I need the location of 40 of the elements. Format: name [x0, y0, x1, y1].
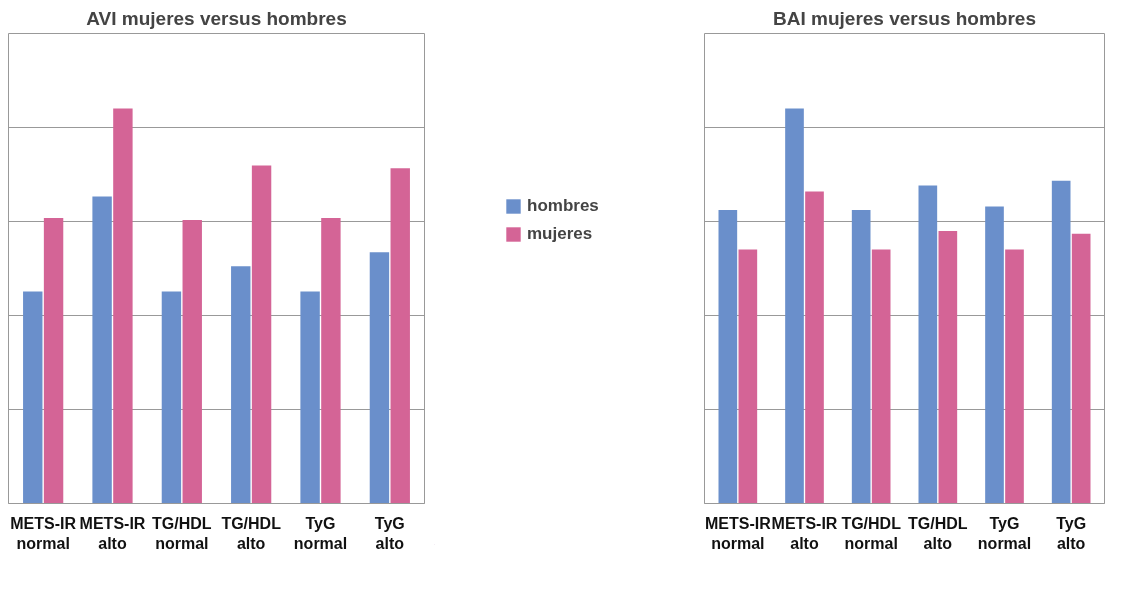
x-tick-label: TyG normal [977, 514, 1032, 552]
bar [785, 108, 804, 504]
bar [938, 230, 958, 504]
bar [718, 210, 738, 504]
x-tick-label: METS-IR alto [771, 514, 838, 552]
bar [43, 217, 64, 504]
bar [369, 252, 390, 504]
x-tick-label: TG/HDL normal [841, 514, 902, 552]
bar [918, 185, 938, 504]
chart-title: BAI mujeres versus hombres [773, 7, 1036, 29]
bar [23, 291, 43, 504]
bar [871, 249, 891, 504]
bar [321, 217, 341, 504]
x-tick-label: METS-IR alto [79, 514, 146, 552]
legend-label: mujeres [527, 224, 593, 244]
x-tick-label: TG/HDL alto [221, 514, 282, 552]
x-tick-label: TG/HDL normal [152, 514, 212, 552]
bar [851, 210, 871, 504]
bar [161, 291, 182, 504]
bar [251, 165, 272, 504]
x-tick-label: METS-IR normal [10, 514, 77, 552]
bar [231, 266, 251, 504]
x-tick-label: TyG alto [374, 514, 405, 552]
legend-label: hombres [527, 196, 599, 216]
bar [1051, 180, 1071, 504]
bar [113, 108, 133, 504]
x-tick-label: TG/HDL alto [908, 514, 968, 552]
bar [805, 191, 824, 504]
chart-title: AVI mujeres versus hombres [86, 7, 347, 29]
bar [300, 291, 320, 504]
bar [1005, 249, 1024, 504]
bar [1071, 233, 1091, 504]
bar [738, 249, 758, 504]
bar [390, 168, 410, 504]
bar [182, 219, 202, 504]
x-tick-label: METS-IR normal [704, 514, 772, 552]
x-tick-label: TyG alto [1056, 514, 1087, 552]
bar [92, 196, 112, 504]
x-tick-label: TyG normal [293, 514, 348, 552]
bar [985, 206, 1004, 504]
